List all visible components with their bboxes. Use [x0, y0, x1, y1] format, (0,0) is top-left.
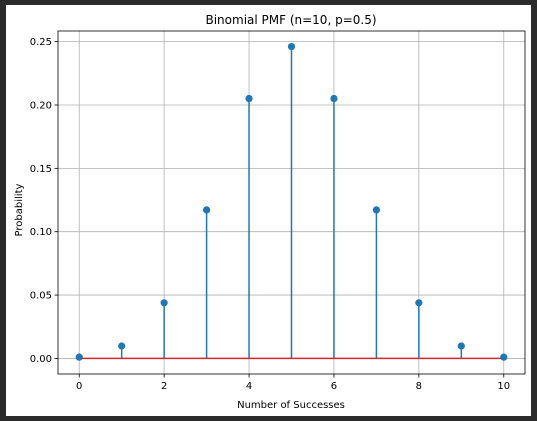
- stem-marker-5: [287, 42, 296, 51]
- x-tick-label: 6: [331, 381, 337, 392]
- x-tick-label: 0: [76, 381, 82, 392]
- x-axis-label: Number of Successes: [237, 400, 345, 411]
- figure-frame: Binomial PMF (n=10, p=0.5) 0 2 4 6 8 10 0.00 0.…: [6, 5, 531, 416]
- stem-marker-9: [457, 342, 465, 350]
- y-tick-label: 0.05: [30, 291, 52, 302]
- y-tick-label: 0.00: [30, 354, 52, 365]
- x-tick-label: 8: [416, 381, 422, 392]
- y-tick-label: 0.10: [30, 227, 52, 238]
- stem-marker-8: [415, 299, 423, 307]
- stem-marker-7: [372, 206, 381, 214]
- stem-marker-3: [202, 206, 211, 214]
- tick-layer: 0 2 4 6 8 10 0.00 0.05 0.10 0.15 0.20 0.25: [30, 37, 510, 392]
- y-axis-label: Probability: [14, 183, 25, 236]
- x-tick-label: 2: [161, 381, 167, 392]
- y-tick-label: 0.15: [30, 164, 52, 175]
- stem-marker-6: [330, 94, 338, 103]
- axis-layer: [57, 30, 526, 375]
- stem-chart: Binomial PMF (n=10, p=0.5) 0 2 4 6 8 10 0.00 0.…: [14, 13, 526, 411]
- stem-marker-1: [118, 342, 126, 350]
- y-tick-label: 0.20: [30, 100, 52, 111]
- stem-marker-10: [500, 353, 508, 361]
- chart-title: Binomial PMF (n=10, p=0.5): [205, 13, 376, 27]
- stem-layer: [75, 42, 508, 361]
- stem-marker-0: [75, 353, 83, 361]
- stem-marker-4: [245, 94, 253, 103]
- stem-marker-2: [160, 299, 168, 307]
- x-tick-label: 4: [246, 381, 252, 392]
- x-tick-label: 10: [497, 381, 510, 392]
- plot-frame: [57, 30, 526, 375]
- y-tick-label: 0.25: [30, 37, 52, 48]
